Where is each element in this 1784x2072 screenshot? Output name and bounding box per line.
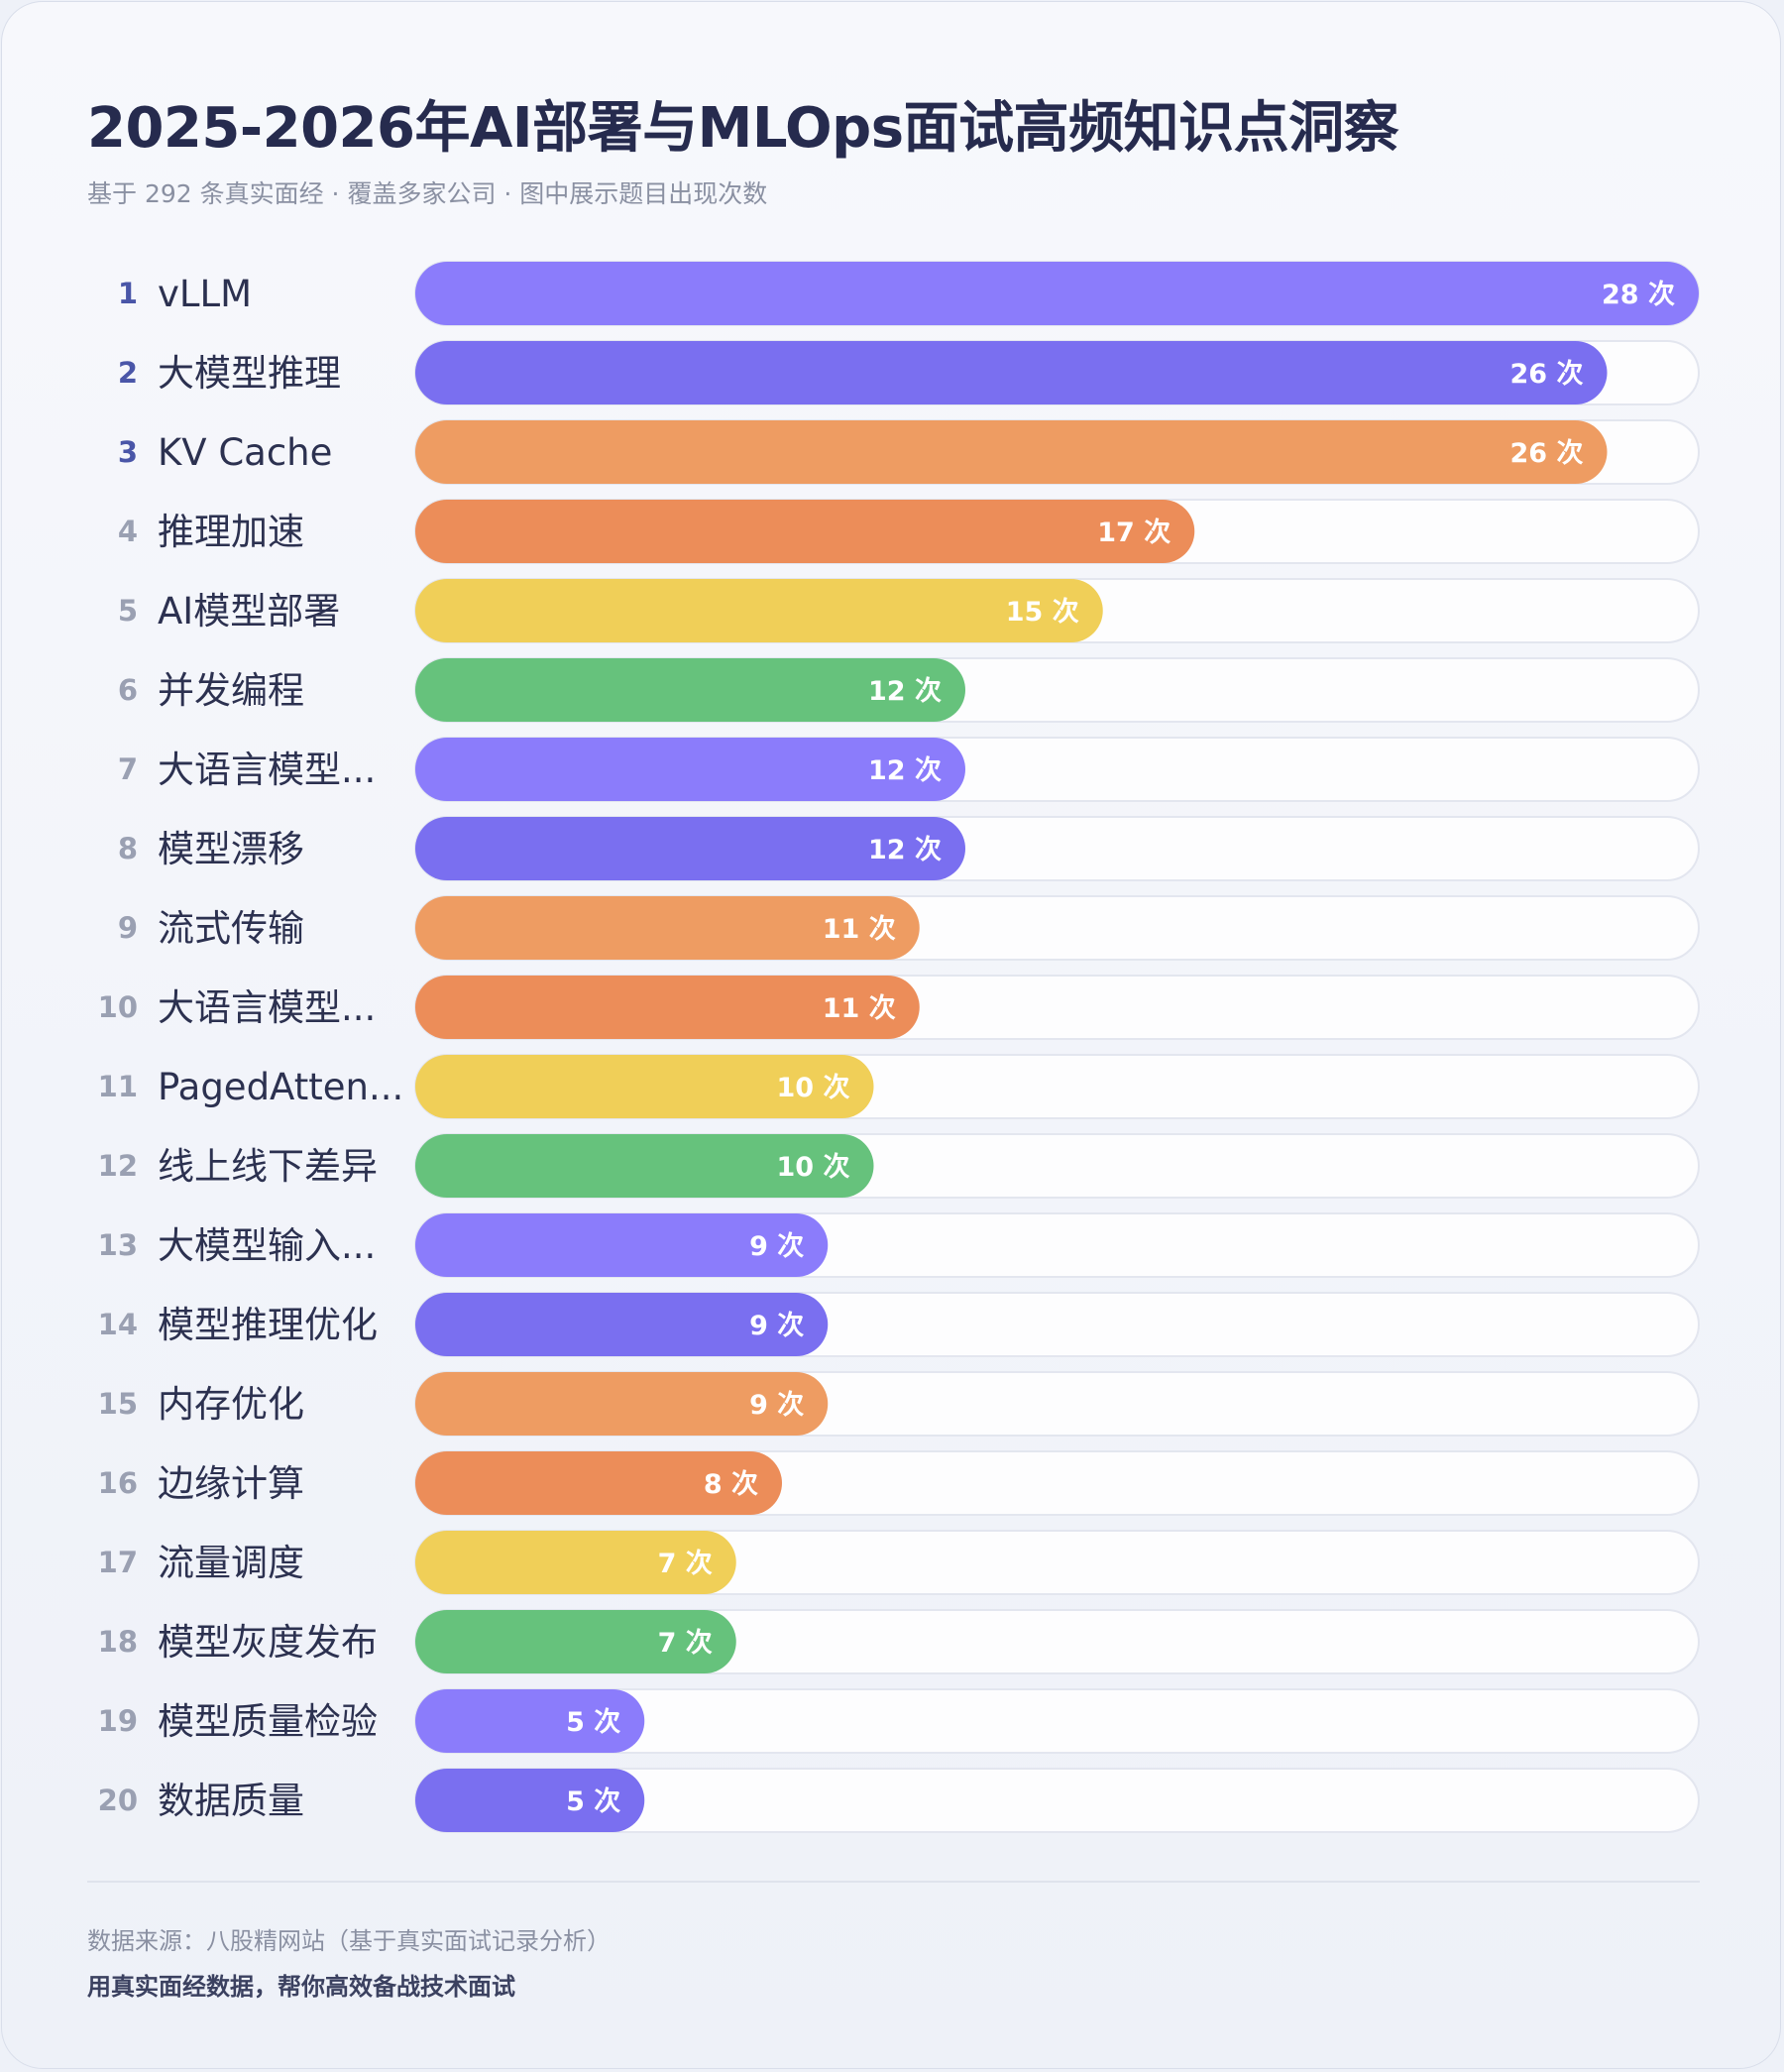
value-label: 9 次 xyxy=(749,1231,804,1262)
value-label: 17 次 xyxy=(1097,518,1171,548)
rank-label: 16 xyxy=(98,1466,138,1500)
bar-13 xyxy=(415,1213,829,1277)
rank-label: 12 xyxy=(98,1149,138,1183)
bar-9 xyxy=(415,896,920,960)
bar-19 xyxy=(415,1689,645,1753)
category-label: vLLM xyxy=(158,273,252,315)
rank-label: 14 xyxy=(98,1308,138,1341)
value-label: 8 次 xyxy=(704,1469,758,1500)
bar-11 xyxy=(415,1055,874,1118)
value-label: 10 次 xyxy=(777,1152,850,1183)
rank-label: 20 xyxy=(98,1784,138,1817)
category-label: PagedAtten... xyxy=(158,1066,403,1108)
bar-8 xyxy=(415,817,965,880)
category-label: 边缘计算 xyxy=(158,1462,304,1505)
rank-label: 6 xyxy=(118,673,138,707)
category-label: 大语言模型... xyxy=(158,986,376,1029)
value-label: 11 次 xyxy=(823,914,896,945)
category-label: KV Cache xyxy=(158,431,332,474)
category-label: 大语言模型... xyxy=(158,748,376,791)
bar-15 xyxy=(415,1372,829,1436)
bar-10 xyxy=(415,976,920,1039)
bar-2 xyxy=(415,341,1608,404)
bar-20 xyxy=(415,1769,645,1832)
rank-label: 15 xyxy=(98,1387,138,1421)
rank-label: 4 xyxy=(118,515,138,548)
value-label: 12 次 xyxy=(868,755,942,786)
bar-17 xyxy=(415,1531,736,1594)
value-label: 10 次 xyxy=(777,1073,850,1103)
value-label: 9 次 xyxy=(749,1311,804,1341)
bar-14 xyxy=(415,1293,829,1356)
category-label: 内存优化 xyxy=(158,1383,304,1426)
page-subtitle: 基于 292 条真实面经 · 覆盖多家公司 · 图中展示题目出现次数 xyxy=(87,179,768,208)
value-label: 5 次 xyxy=(566,1707,620,1738)
rank-label: 2 xyxy=(118,356,138,390)
value-label: 7 次 xyxy=(658,1549,713,1579)
category-label: AI模型部署 xyxy=(158,590,340,633)
bar-6 xyxy=(415,658,965,722)
rank-label: 3 xyxy=(118,435,138,469)
category-label: 模型漂移 xyxy=(158,828,304,870)
category-label: 线上线下差异 xyxy=(158,1145,378,1188)
value-label: 15 次 xyxy=(1006,597,1079,628)
value-label: 11 次 xyxy=(823,993,896,1024)
rank-label: 8 xyxy=(118,832,138,865)
bar-1 xyxy=(415,262,1699,325)
category-label: 并发编程 xyxy=(158,669,304,712)
category-label: 模型质量检验 xyxy=(158,1700,378,1743)
value-label: 7 次 xyxy=(658,1628,713,1659)
rank-label: 5 xyxy=(118,594,138,628)
data-source-note: 数据来源：八股精网站（基于真实面试记录分析） xyxy=(87,1927,611,1955)
rank-label: 11 xyxy=(98,1070,138,1103)
page-title: 2025-2026年AI部署与MLOps面试高频知识点洞察 xyxy=(87,96,1399,161)
category-label: 流量调度 xyxy=(158,1542,304,1584)
value-label: 12 次 xyxy=(868,835,942,865)
category-label: 模型灰度发布 xyxy=(158,1621,378,1664)
rank-label: 18 xyxy=(98,1625,138,1659)
value-label: 9 次 xyxy=(749,1390,804,1421)
category-label: 数据质量 xyxy=(158,1780,304,1822)
rank-label: 10 xyxy=(98,990,138,1024)
bar-7 xyxy=(415,738,965,801)
value-label: 28 次 xyxy=(1602,280,1675,310)
category-label: 大模型输入... xyxy=(158,1224,376,1267)
rank-label: 9 xyxy=(118,911,138,945)
rank-label: 13 xyxy=(98,1228,138,1262)
footer-slogan: 用真实面经数据，帮你高效备战技术面试 xyxy=(87,1973,515,2001)
category-label: 模型推理优化 xyxy=(158,1304,378,1346)
bar-18 xyxy=(415,1610,736,1673)
category-label: 大模型推理 xyxy=(158,352,341,395)
value-label: 26 次 xyxy=(1510,359,1584,390)
value-label: 12 次 xyxy=(868,676,942,707)
footer-divider xyxy=(87,1881,1700,1883)
bar-16 xyxy=(415,1451,782,1515)
bar-4 xyxy=(415,500,1195,563)
rank-label: 1 xyxy=(118,277,138,310)
bar-3 xyxy=(415,420,1608,484)
category-label: 流式传输 xyxy=(158,907,304,950)
rank-label: 17 xyxy=(98,1546,138,1579)
rank-label: 7 xyxy=(118,752,138,786)
value-label: 26 次 xyxy=(1510,438,1584,469)
bar-12 xyxy=(415,1134,874,1198)
rank-label: 19 xyxy=(98,1704,138,1738)
bar-chart: 1 vLLM 28 次 2 大模型推理 26 次 3 KV Cache 26 次 4 推理加速 17 … xyxy=(98,261,1700,1833)
value-label: 5 次 xyxy=(566,1786,620,1817)
category-label: 推理加速 xyxy=(158,511,304,553)
bar-5 xyxy=(415,579,1103,642)
